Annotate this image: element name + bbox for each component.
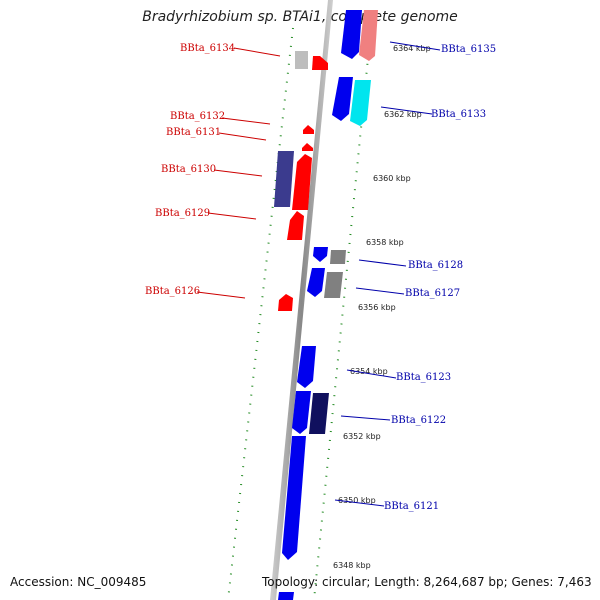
gene-label: BBta_6135	[441, 44, 496, 55]
gene-label: BBta_6126	[145, 286, 200, 297]
gene-bbta-6130	[274, 151, 294, 207]
gene-bbta-6127	[307, 268, 325, 297]
gene-labels: BBta_6134 BBta_6132 BBta_6131 BBta_6130 …	[145, 43, 496, 512]
gene-bbta-6133b	[350, 80, 371, 126]
gene-label: BBta_6122	[391, 415, 446, 426]
kbp-scale: 6364 kbp 6362 kbp 6360 kbp 6358 kbp 6356…	[333, 44, 431, 570]
gene-label: BBta_6132	[170, 111, 225, 122]
gene-bbta-6128b	[330, 250, 346, 264]
leader-lines	[196, 41, 441, 507]
gene-label: BBta_6123	[396, 372, 451, 383]
gene-bbta-6129	[287, 211, 304, 240]
genome-backbone	[270, 0, 333, 600]
forward-genes	[278, 10, 378, 600]
gene-bbta-6134	[295, 51, 308, 69]
gene-bbta-6130b	[292, 154, 312, 210]
kbp-label: 6358 kbp	[366, 238, 404, 247]
gene-bbta-6126	[278, 294, 293, 311]
kbp-label: 6350 kbp	[338, 496, 376, 505]
gene-bbta-6127b	[324, 272, 343, 298]
accession-text: Accession: NC_009485	[10, 575, 147, 589]
gene-bbta-6123	[297, 346, 316, 388]
gene-bbta-6135b	[359, 10, 378, 61]
kbp-label: 6348 kbp	[333, 561, 371, 570]
gene-label: BBta_6128	[408, 260, 463, 271]
gene-label: BBta_6130	[161, 164, 216, 175]
gene-label: BBta_6131	[166, 127, 221, 138]
gene-bbta-6134b	[312, 56, 328, 70]
gene-label: BBta_6127	[405, 288, 460, 299]
gene-bbta-6131	[302, 143, 313, 151]
gene-bbta-6122b	[309, 393, 329, 434]
gene-label: BBta_6133	[431, 109, 486, 120]
gene-bbta-6121	[282, 436, 306, 560]
kbp-label: 6354 kbp	[350, 367, 388, 376]
reverse-genes	[274, 51, 328, 311]
page-title: Bradyrhizobium sp. BTAi1, complete genom…	[142, 9, 458, 25]
kbp-label: 6362 kbp	[384, 110, 422, 119]
kbp-label: 6360 kbp	[373, 174, 411, 183]
gene-label: BBta_6134	[180, 43, 235, 54]
kbp-label: 6352 kbp	[343, 432, 381, 441]
kbp-label: 6356 kbp	[358, 303, 396, 312]
topology-text: Topology: circular; Length: 8,264,687 bp…	[262, 575, 592, 589]
gene-bbta-6135	[341, 10, 362, 59]
gene-bbta-6128	[313, 247, 328, 262]
gene-bbta-6120	[278, 592, 294, 600]
gene-bbta-6133	[332, 77, 353, 121]
gene-label: BBta_6129	[155, 208, 210, 219]
gene-label: BBta_6121	[384, 501, 439, 512]
gene-bbta-6122	[292, 391, 311, 434]
kbp-label: 6364 kbp	[393, 44, 431, 53]
gene-bbta-6132	[303, 125, 314, 134]
